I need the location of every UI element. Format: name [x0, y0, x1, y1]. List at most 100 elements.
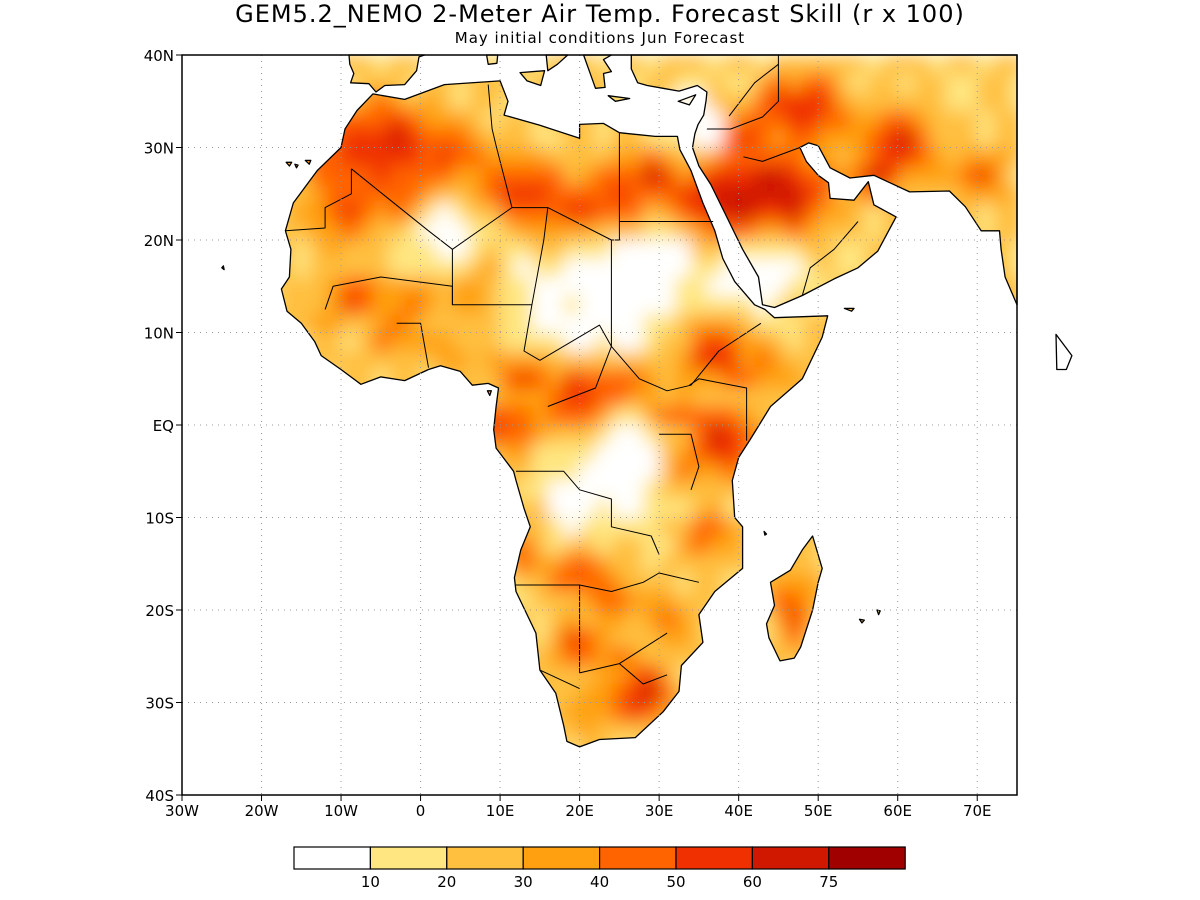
skill-cell [786, 462, 803, 482]
skill-cell [484, 721, 501, 741]
skill-cell [468, 684, 485, 704]
legend-swatch [293, 846, 372, 870]
skill-cell [945, 758, 961, 777]
skill-cell [372, 388, 390, 408]
skill-cell [357, 369, 374, 389]
skill-cell [245, 129, 262, 149]
skill-cell [802, 110, 819, 130]
skill-cell [579, 406, 596, 426]
skill-cell [452, 406, 469, 426]
skill-cell [897, 92, 915, 112]
skill-cell [516, 554, 533, 574]
skill-cell [691, 721, 708, 741]
skill-cell [325, 777, 341, 796]
skill-cell [897, 462, 915, 482]
skill-cell [881, 517, 899, 537]
skill-cell [309, 443, 326, 463]
skill-cell [341, 480, 358, 500]
skill-cell [261, 610, 278, 630]
skill-cell [675, 55, 692, 75]
skill-cell [738, 73, 756, 93]
skill-cell [516, 684, 533, 704]
coastline [519, 70, 546, 87]
skill-cell [563, 147, 581, 167]
skill-cell [547, 221, 565, 241]
skill-cell [182, 629, 198, 648]
skill-cell [221, 184, 231, 204]
skill-cell [881, 258, 899, 278]
skill-cell [675, 517, 692, 537]
skill-cell [611, 258, 628, 278]
skill-cell [388, 573, 406, 593]
skill-cell [627, 480, 644, 500]
skill-cell [388, 591, 406, 611]
skill-cell [261, 55, 278, 75]
skill-cell [277, 425, 294, 445]
skill-cell [691, 55, 708, 75]
skill-cell [420, 499, 437, 519]
skill-cell [293, 591, 310, 611]
skill-cell [221, 166, 231, 186]
skill-cell [627, 536, 644, 556]
skill-cell [659, 647, 676, 667]
skill-cell [372, 425, 390, 445]
skill-cell [182, 703, 198, 722]
skill-cell [198, 55, 214, 74]
skill-cell [404, 554, 422, 574]
skill-cell [595, 554, 612, 574]
skill-cell [722, 351, 740, 371]
skill-cell [850, 758, 866, 777]
skill-cell [850, 554, 867, 574]
skill-cell [182, 777, 198, 796]
skill-cell [452, 462, 469, 482]
skill-cell [929, 702, 946, 722]
skill-cell [182, 222, 198, 241]
skill-cell [293, 295, 310, 315]
skill-cell [221, 443, 231, 463]
skill-cell [484, 92, 501, 112]
skill-cell [866, 777, 882, 796]
skill-cell [993, 110, 1010, 130]
skill-cell [420, 388, 437, 408]
skill-cell [388, 351, 406, 371]
skill-cell [293, 628, 310, 648]
skill-cell [818, 721, 835, 741]
skill-cell [357, 314, 374, 334]
skill-cell [977, 110, 994, 130]
skill-cell [182, 111, 198, 130]
skill-cell [754, 721, 771, 741]
skill-cell [993, 73, 1010, 93]
skill-cell [722, 610, 740, 630]
skill-cell [865, 55, 883, 75]
skill-cell [547, 406, 565, 426]
skill-cell [706, 92, 724, 112]
skill-cell [675, 536, 692, 556]
skill-cell [182, 296, 198, 315]
skill-cell [977, 184, 994, 204]
skill-cell [675, 499, 692, 519]
skill-cell [373, 777, 389, 796]
skill-cell [786, 110, 803, 130]
skill-cell [706, 684, 724, 704]
skill-cell [293, 221, 310, 241]
skill-cell [897, 443, 915, 463]
skill-cell [452, 702, 469, 722]
skill-cell [945, 610, 962, 630]
skill-cell [627, 443, 644, 463]
skill-cell [293, 351, 310, 371]
skill-cell [945, 628, 962, 648]
skill-cell [945, 240, 962, 260]
skill-cell [309, 55, 326, 75]
skill-cell [563, 517, 581, 537]
skill-cell [659, 443, 676, 463]
skill-cell [770, 628, 787, 648]
lat-tick-label: 10S [145, 510, 174, 528]
skill-cell [372, 203, 390, 223]
skill-cell [850, 295, 867, 315]
coastline [765, 535, 823, 662]
skill-cell [881, 406, 899, 426]
skill-cell [357, 665, 374, 685]
skill-cell [993, 55, 1010, 75]
skill-cell [388, 406, 406, 426]
skill-cell [357, 147, 374, 167]
